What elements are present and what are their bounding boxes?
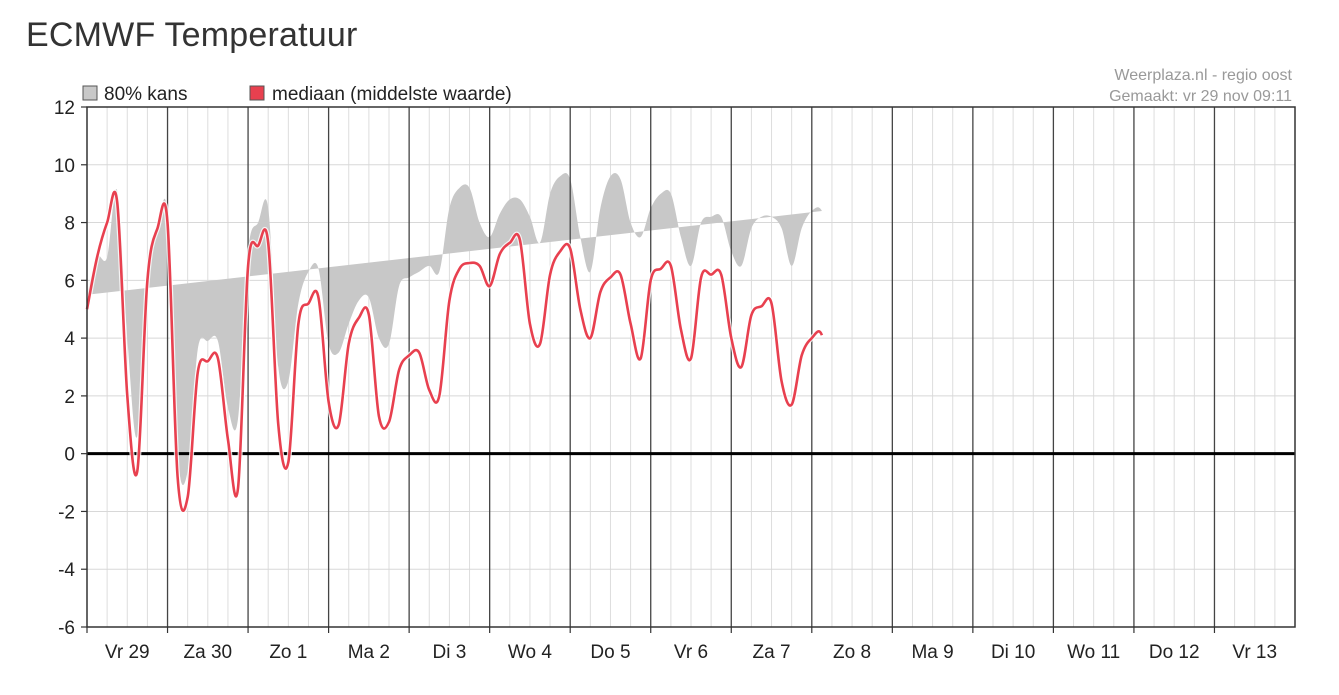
x-tick-label: Ma 2: [348, 642, 390, 663]
median-line: [85, 190, 824, 513]
source-label: Weerplaza.nl - regio oost: [1114, 67, 1292, 84]
x-tick-label: Za 7: [753, 642, 791, 663]
y-tick-label: -4: [58, 560, 75, 581]
x-tick-label: Wo 11: [1067, 642, 1120, 663]
legend-label-median: mediaan (middelste waarde): [272, 84, 512, 105]
x-tick-label: Za 30: [184, 642, 233, 663]
x-tick-label: Ma 9: [911, 642, 953, 663]
y-tick-label: 12: [54, 98, 75, 119]
y-tick-label: -6: [58, 618, 75, 639]
y-tick-label: 8: [64, 214, 75, 235]
y-tick-label: 6: [64, 271, 75, 292]
page-title: ECMWF Temperatuur: [26, 16, 358, 54]
y-tick-label: 4: [64, 329, 75, 350]
x-tick-label: Do 12: [1149, 642, 1200, 663]
x-tick-label: Vr 29: [105, 642, 150, 663]
y-tick-label: 2: [64, 387, 75, 408]
legend-label-band: 80% kans: [104, 84, 187, 105]
y-tick-label: -2: [58, 502, 75, 523]
x-tick-label: Vr 13: [1232, 642, 1277, 663]
uncertainty-band-80pct: [87, 172, 822, 486]
plot-frame: [86, 106, 1296, 628]
created-label: Gemaakt: vr 29 nov 09:11: [1109, 88, 1292, 105]
x-tick-label: Zo 8: [833, 642, 871, 663]
horizontal-grid: [81, 106, 1295, 628]
x-tick-label: Wo 4: [508, 642, 552, 663]
x-tick-label: Zo 1: [269, 642, 307, 663]
y-axis-tick-labels: -6 -4 -2 0 2 4 6 8 10 12: [54, 98, 76, 639]
legend-swatch-median: [249, 85, 265, 101]
legend: 80% kans mediaan (middelste waarde): [82, 84, 512, 105]
x-tick-label: Di 3: [433, 642, 467, 663]
y-tick-label: 10: [54, 156, 75, 177]
day-separator-lines: [86, 107, 1216, 633]
x-tick-label: Do 5: [590, 642, 630, 663]
x-tick-label: Vr 6: [674, 642, 708, 663]
x-tick-label: Di 10: [991, 642, 1035, 663]
y-tick-label: 0: [64, 445, 75, 466]
x-axis-day-labels: Vr 29 Za 30 Zo 1 Ma 2 Di 3 Wo 4 Do 5 Vr 6 Za 7 Zo…: [105, 642, 1277, 663]
legend-swatch-band: [82, 85, 98, 101]
minor-grid: [106, 107, 1276, 627]
